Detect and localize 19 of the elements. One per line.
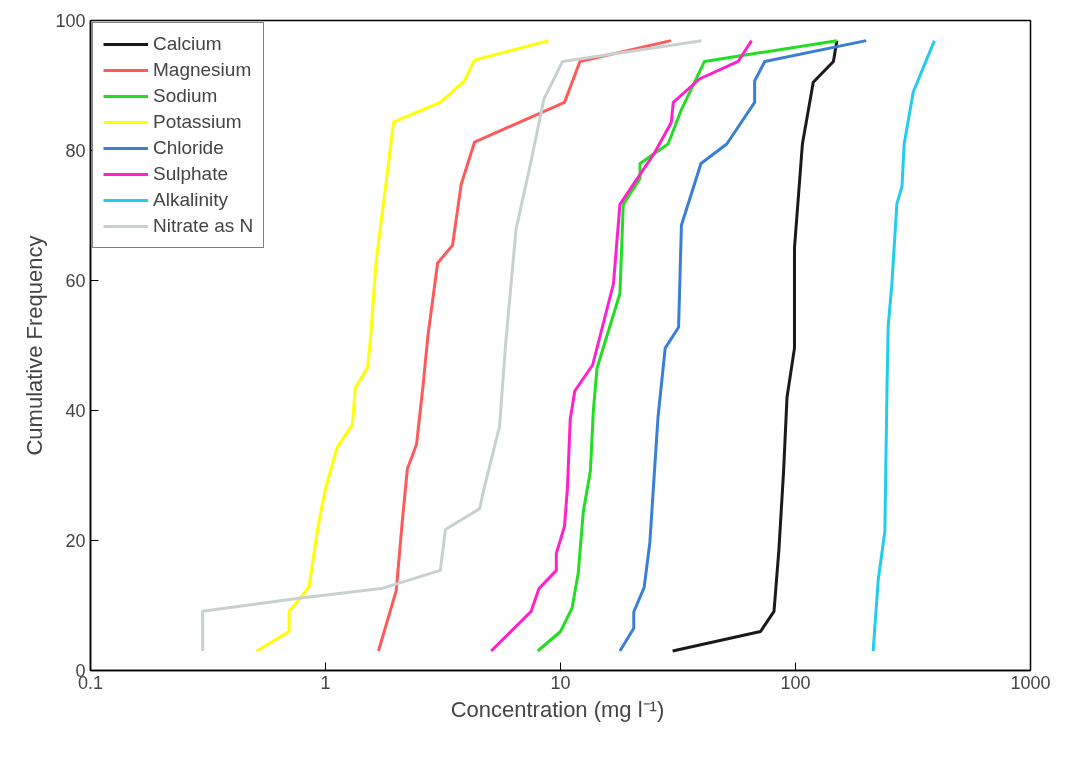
y-tick-label: 100 (55, 11, 86, 31)
legend-label: Sodium (153, 85, 218, 107)
y-tick-label: 60 (65, 271, 86, 291)
legend-label: Magnesium (153, 59, 252, 81)
y-axis-title: Cumulative Frequency (22, 235, 48, 456)
x-tick-label: 1000 (1010, 672, 1051, 693)
y-tick-label: 20 (65, 531, 86, 551)
legend-label: Sulphate (153, 163, 229, 185)
legend-label: Calcium (153, 33, 222, 55)
legend-label: Nitrate as N (153, 215, 254, 237)
y-tick-label: 40 (65, 401, 86, 421)
x-tick-label: 1 (320, 672, 331, 693)
legend-label: Potassium (153, 111, 242, 133)
legend-label: Alkalinity (153, 189, 228, 211)
x-tick-label: 10 (550, 672, 571, 693)
y-tick-label: 80 (65, 141, 86, 161)
x-tick-label: 100 (780, 672, 811, 693)
legend-label: Chloride (153, 137, 224, 159)
x-axis-title: Concentration (mg l⁻¹) (450, 696, 665, 722)
